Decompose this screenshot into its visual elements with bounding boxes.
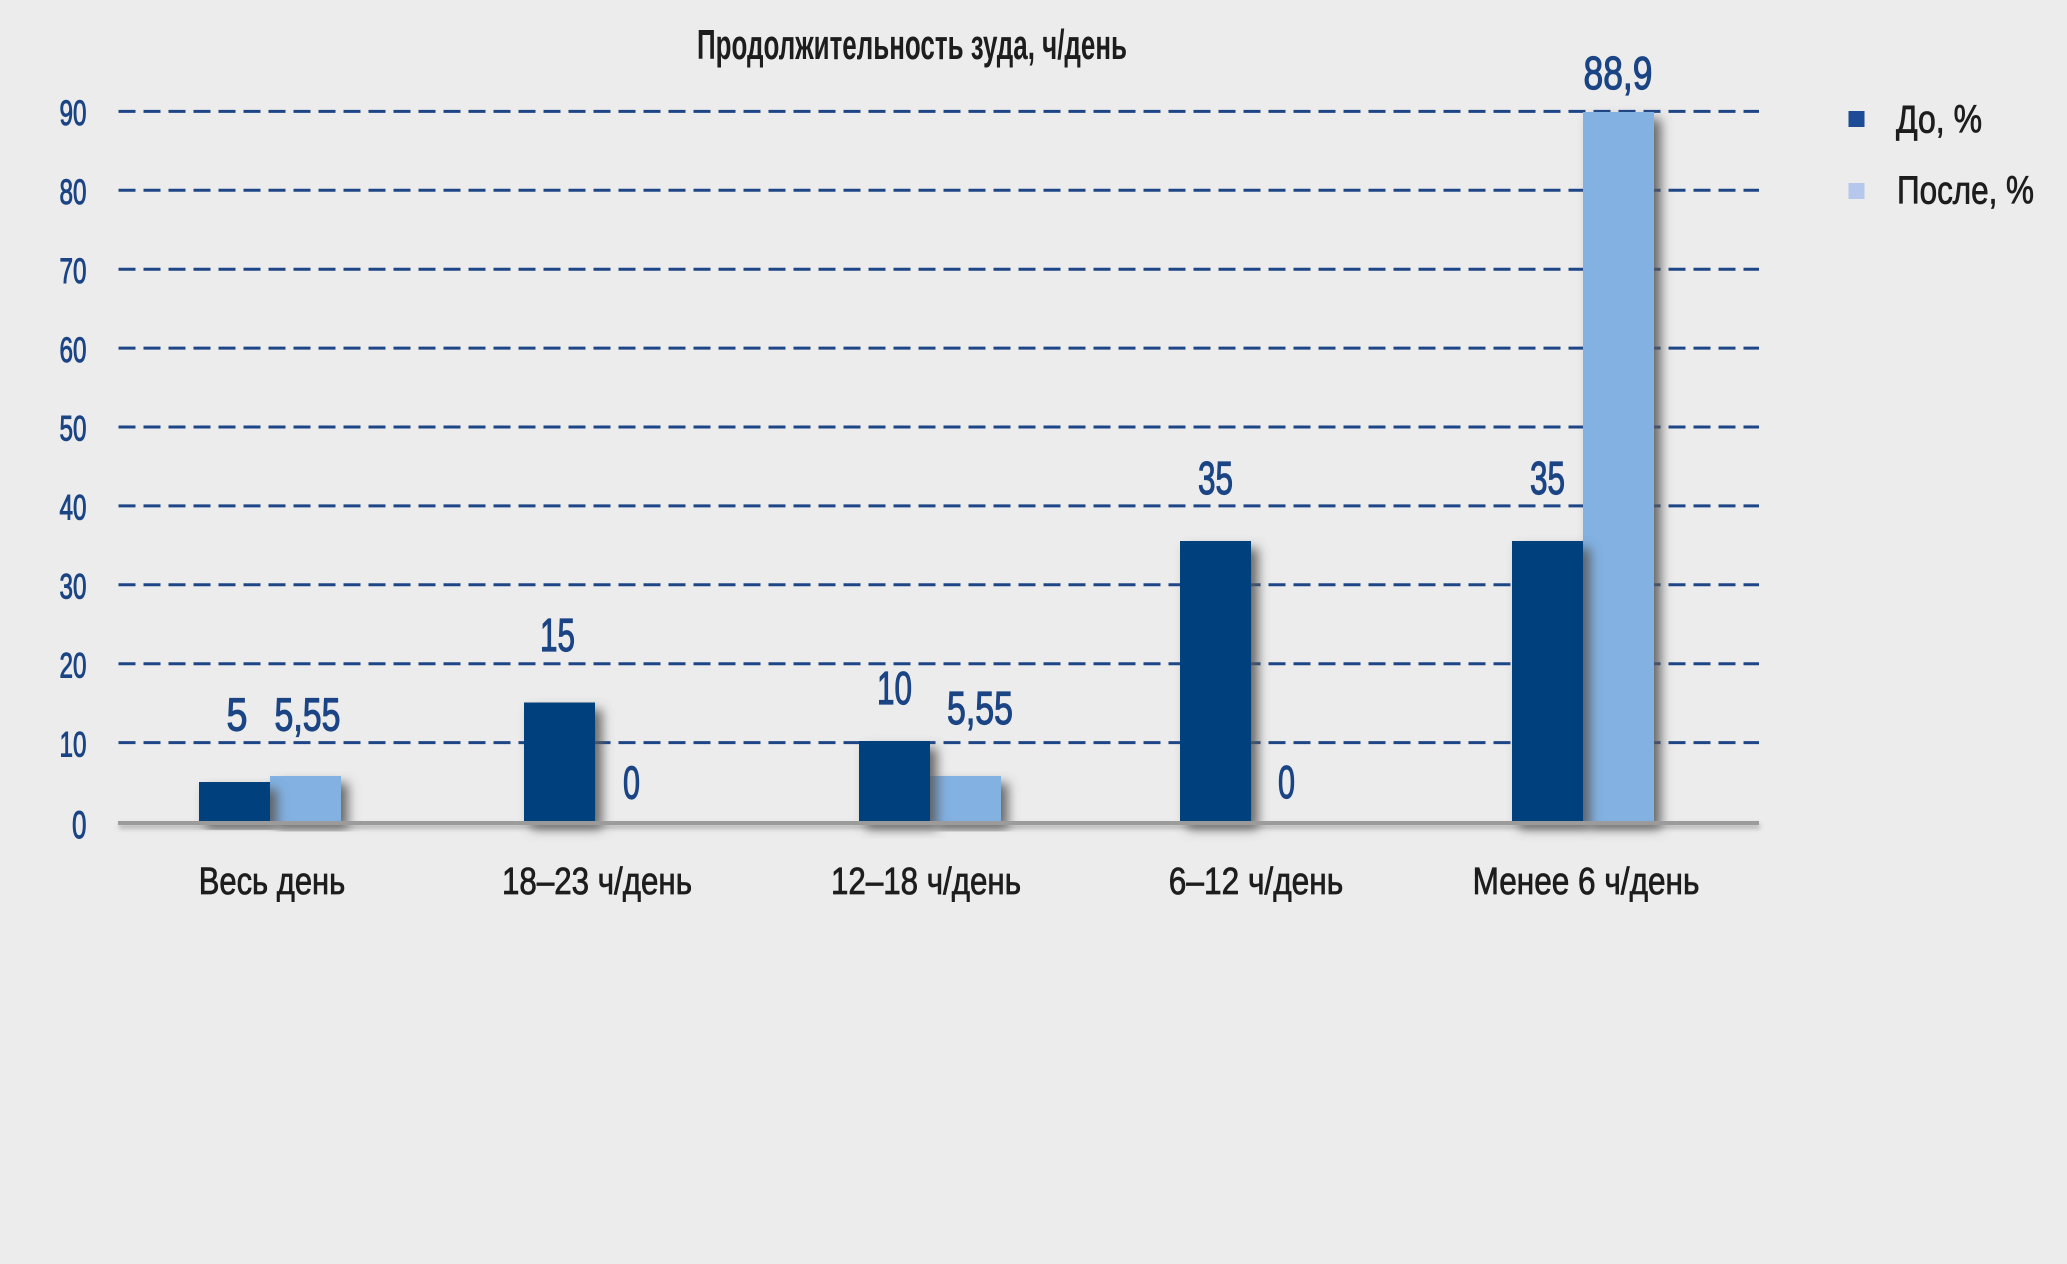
svg-text:Продолжительность зуда, ч/день: Продолжительность зуда, ч/день xyxy=(697,21,1127,68)
svg-text:35: 35 xyxy=(1198,452,1233,504)
svg-text:30: 30 xyxy=(60,567,87,607)
svg-text:5,55: 5,55 xyxy=(275,689,341,741)
svg-text:20: 20 xyxy=(60,646,87,686)
svg-text:12–18 ч/день: 12–18 ч/день xyxy=(831,861,1021,903)
svg-text:60: 60 xyxy=(60,330,87,370)
svg-text:40: 40 xyxy=(60,488,87,528)
svg-text:90: 90 xyxy=(60,93,87,133)
svg-text:0: 0 xyxy=(1278,756,1295,808)
svg-text:88,9: 88,9 xyxy=(1584,47,1653,99)
svg-text:6–12 ч/день: 6–12 ч/день xyxy=(1169,861,1343,903)
svg-text:80: 80 xyxy=(60,172,87,212)
svg-text:10: 10 xyxy=(60,725,87,765)
svg-text:5,55: 5,55 xyxy=(947,682,1013,734)
svg-text:0: 0 xyxy=(623,757,640,809)
svg-text:70: 70 xyxy=(60,251,87,291)
svg-text:После, %: После, % xyxy=(1897,169,2034,212)
svg-text:15: 15 xyxy=(540,609,575,661)
svg-text:35: 35 xyxy=(1530,452,1565,504)
svg-text:Менее 6 ч/день: Менее 6 ч/день xyxy=(1473,861,1700,903)
svg-text:5: 5 xyxy=(227,689,248,741)
svg-text:До, %: До, % xyxy=(1896,99,1982,142)
svg-text:0: 0 xyxy=(72,804,87,847)
svg-text:10: 10 xyxy=(877,662,912,714)
svg-text:Весь день: Весь день xyxy=(199,861,346,903)
svg-text:18–23 ч/день: 18–23 ч/день xyxy=(502,861,692,903)
svg-text:50: 50 xyxy=(60,409,87,449)
